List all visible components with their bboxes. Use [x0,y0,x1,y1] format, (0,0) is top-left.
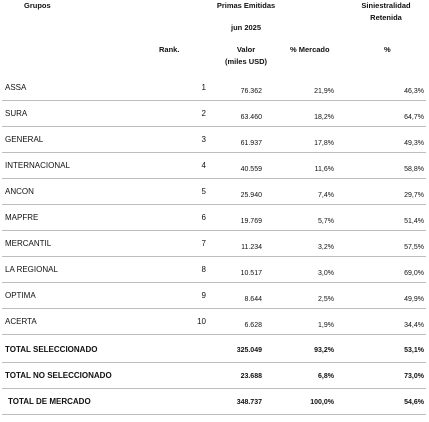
row-valor: 10.517 [240,270,262,277]
row-name: OPTIMA [5,291,36,300]
header-grupos: Grupos [24,1,51,10]
total-siniestralidad: 54,6% [404,399,424,406]
row-name: INTERNACIONAL [5,161,70,170]
row-pct-mercado: 1,9% [318,322,334,329]
row-divider [2,334,426,335]
row-divider [2,282,426,283]
row-name: SURA [5,109,28,118]
row-rank: 5 [201,187,206,196]
row-siniestralidad: 57,5% [404,244,424,251]
row-divider [2,308,426,309]
row-divider [2,204,426,205]
row-rank: 6 [201,213,206,222]
total-divider [2,388,426,389]
total-name: TOTAL SELECCIONADO [5,345,98,354]
row-name: ANCON [5,187,34,196]
row-siniestralidad: 69,0% [404,270,424,277]
total-divider [2,362,426,363]
total-valor: 325.049 [236,347,262,354]
row-divider [2,230,426,231]
header-valor-units: (miles USD) [224,57,268,66]
row-rank: 2 [201,109,206,118]
row-pct-mercado: 3,2% [318,244,334,251]
row-pct-mercado: 7,4% [318,192,334,199]
total-siniestralidad: 53,1% [404,347,424,354]
row-valor: 19.769 [240,218,262,225]
row-name: MERCANTIL [5,239,52,248]
row-rank: 10 [197,317,206,326]
row-siniestralidad: 64,7% [404,114,424,121]
row-siniestralidad: 34,4% [404,322,424,329]
total-pct-mercado: 100,0% [310,399,334,406]
row-valor: 6.628 [244,322,262,329]
row-valor: 11.234 [241,244,262,251]
total-pct-mercado: 6,8% [318,373,334,380]
total-name: TOTAL NO SELECCIONADO [5,371,112,380]
row-rank: 3 [201,135,206,144]
row-divider [2,152,426,153]
row-rank: 1 [201,83,206,92]
row-name: ACERTA [5,317,37,326]
row-pct-mercado: 21,9% [314,88,334,95]
header-primas-emitidas: Primas Emitidas [216,1,276,10]
row-divider [2,126,426,127]
row-rank: 9 [201,291,206,300]
row-pct-mercado: 2,5% [318,296,334,303]
row-divider [2,256,426,257]
row-valor: 61.937 [240,140,262,147]
header-retenida: Retenida [370,13,402,22]
total-siniestralidad: 73,0% [404,373,424,380]
header-pct-mercado: % Mercado [290,45,330,54]
total-divider [2,414,426,415]
row-pct-mercado: 11,6% [314,166,334,173]
row-valor: 63.460 [240,114,262,121]
total-name: TOTAL DE MERCADO [8,397,91,406]
row-pct-mercado: 5,7% [318,218,334,225]
row-valor: 25.940 [240,192,262,199]
total-valor: 23.688 [240,373,262,380]
header-siniestralidad: Siniestralidad [361,1,411,10]
row-divider [2,178,426,179]
row-name: LA REGIONAL [5,265,58,274]
row-rank: 7 [201,239,206,248]
row-name: GENERAL [5,135,44,144]
row-valor: 76.362 [240,88,262,95]
row-valor: 40.559 [240,166,262,173]
header-period: jun 2025 [230,23,261,32]
header-valor: Valor [236,45,256,54]
header-pct-siniestralidad: % [384,45,391,54]
row-siniestralidad: 58,8% [404,166,424,173]
row-siniestralidad: 49,3% [404,140,424,147]
row-siniestralidad: 51,4% [404,218,424,225]
row-pct-mercado: 18,2% [314,114,334,121]
row-divider [2,100,426,101]
row-pct-mercado: 17,8% [314,140,334,147]
total-valor: 348.737 [236,399,262,406]
row-name: ASSA [5,83,27,92]
row-siniestralidad: 49,9% [404,296,424,303]
row-valor: 8.644 [244,296,262,303]
row-rank: 8 [201,265,206,274]
row-siniestralidad: 46,3% [404,88,424,95]
row-pct-mercado: 3,0% [318,270,334,277]
row-siniestralidad: 29,7% [404,192,424,199]
header-rank: Rank. [159,45,180,54]
row-name: MAPFRE [5,213,39,222]
total-pct-mercado: 93,2% [314,347,334,354]
row-rank: 4 [201,161,206,170]
